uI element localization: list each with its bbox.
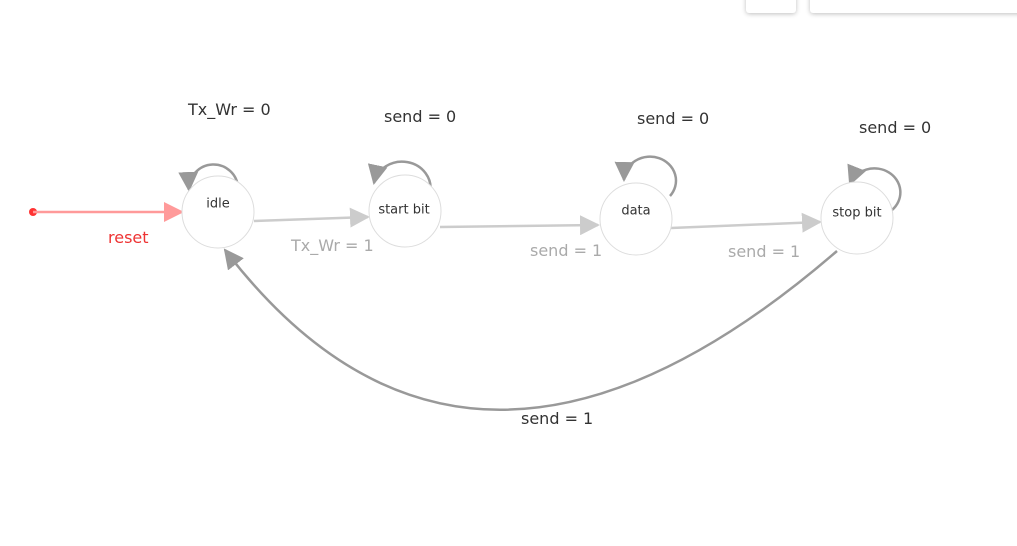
- node[interactable]: idle: [181, 175, 255, 249]
- edge: [439, 215, 600, 236]
- edge: [670, 212, 822, 233]
- edge-label: send = 1: [521, 409, 593, 428]
- edge-label: Tx_Wr = 1: [290, 236, 374, 256]
- edge: [253, 207, 370, 228]
- node-label: data: [621, 204, 650, 219]
- self-loop: [847, 163, 902, 211]
- node[interactable]: stop bit: [820, 181, 894, 255]
- node-label: stop bit: [832, 206, 881, 221]
- node-label: start bit: [378, 203, 429, 218]
- edge: [223, 248, 838, 411]
- settings-button[interactable]: [746, 0, 796, 13]
- node-label: idle: [206, 197, 229, 212]
- node[interactable]: start bit: [368, 174, 442, 248]
- edge-label: send = 1: [728, 242, 800, 261]
- edge-label: send = 1: [530, 241, 602, 260]
- node[interactable]: data: [599, 182, 673, 256]
- reset-label: reset: [108, 228, 149, 247]
- edge-label: Tx_Wr = 0: [187, 100, 271, 120]
- self-loop: [367, 160, 432, 194]
- edge-label: send = 0: [384, 107, 456, 126]
- self-loop: [614, 155, 678, 197]
- edge-label: send = 0: [859, 118, 931, 137]
- help-button[interactable]: How to use this thing: [810, 0, 1017, 13]
- edge-label: send = 0: [637, 109, 709, 128]
- self-loop: [178, 163, 240, 192]
